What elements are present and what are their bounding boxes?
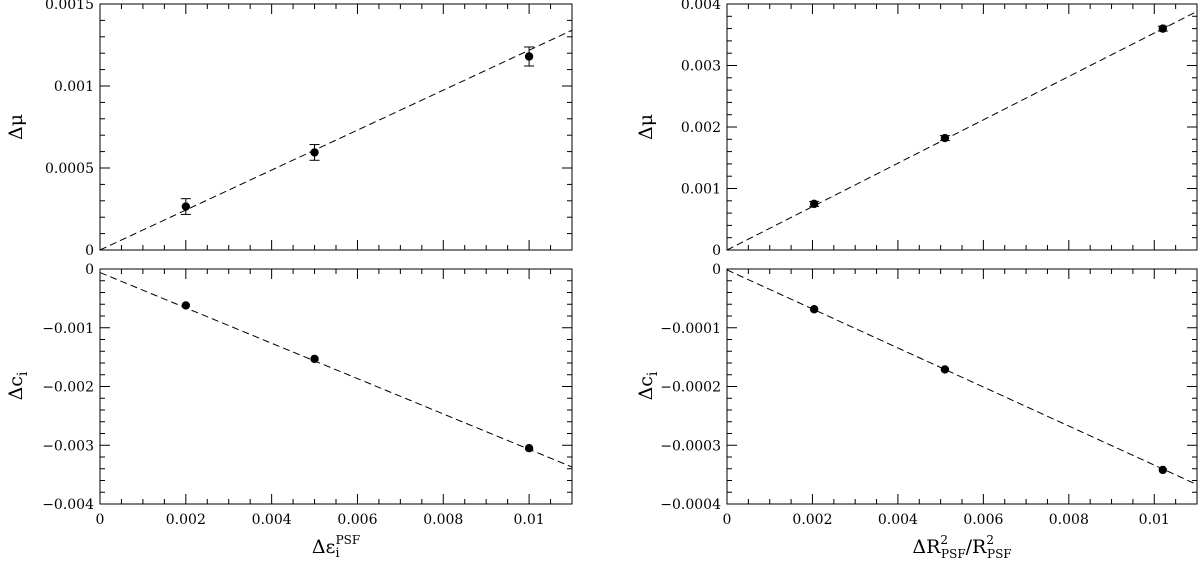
bottom-right-xtick-label: 0.006 bbox=[963, 512, 1003, 528]
bottom-right-xtick-label: 0.008 bbox=[1049, 512, 1089, 528]
bottom-right-fit-line bbox=[726, 269, 1198, 486]
left-xlabel: ΔεiPSF bbox=[312, 533, 360, 561]
top-right-ytick-label: 0 bbox=[712, 243, 721, 259]
top-right-ytick-label: 0.002 bbox=[681, 120, 721, 136]
top-right-ytick-label: 0.003 bbox=[681, 59, 721, 75]
bottom-left-ytick-label: −0.003 bbox=[42, 438, 94, 454]
bottom-right-data-point bbox=[809, 305, 819, 314]
bottom-left-fit-line bbox=[99, 272, 573, 468]
bottom-left-ytick-label: −0.002 bbox=[42, 380, 94, 396]
bottom-right-xtick-label: 0.004 bbox=[878, 512, 918, 528]
top-left-ytick-label: 0.001 bbox=[54, 79, 94, 95]
top-right-ylabel: Δμ bbox=[635, 114, 657, 140]
bottom-right-data-point bbox=[1158, 465, 1168, 475]
bottom-right-ytick-label: 0 bbox=[712, 262, 721, 278]
top-right-fit-line bbox=[726, 10, 1198, 251]
bottom-left-ytick-label: −0.001 bbox=[42, 321, 94, 337]
top-left-data-point bbox=[524, 52, 534, 61]
top-right-ytick-label: 0.004 bbox=[681, 0, 721, 13]
bottom-left-xtick-label: 0 bbox=[96, 512, 105, 528]
bottom-right-xtick-label: 0 bbox=[723, 512, 732, 528]
top-left-ytick-label: 0.0015 bbox=[45, 0, 94, 13]
bottom-right-data-point bbox=[940, 365, 950, 374]
right-xlabel: ΔR2 PSF/R2 PSF bbox=[912, 533, 1011, 561]
top-right-data-point bbox=[809, 199, 819, 209]
top-left-fit-line bbox=[99, 29, 573, 251]
top-right-frame bbox=[726, 3, 1198, 251]
top-left-data-point bbox=[310, 148, 319, 157]
bottom-right-ytick-label: −0.0002 bbox=[660, 380, 721, 396]
top-right-ytick-label: 0.001 bbox=[681, 182, 721, 198]
top-left-ytick-label: 0 bbox=[85, 243, 94, 259]
top-left-frame bbox=[99, 3, 573, 251]
bottom-left-xtick-label: 0.004 bbox=[252, 512, 292, 528]
top-left-ylabel: Δμ bbox=[5, 114, 27, 140]
bottom-right-xtick-label: 0.002 bbox=[792, 512, 832, 528]
bottom-right-xtick-label: 0.01 bbox=[1139, 512, 1170, 528]
bottom-left-data-point bbox=[524, 443, 534, 453]
top-right-data-point bbox=[940, 133, 950, 143]
top-left-data-point bbox=[181, 202, 191, 211]
bottom-right-ytick-label: −0.0003 bbox=[660, 438, 721, 454]
bottom-right-ylabel: Δci bbox=[635, 371, 661, 400]
bottom-right-ytick-label: −0.0001 bbox=[660, 321, 721, 337]
bottom-left-xtick-label: 0.01 bbox=[514, 512, 545, 528]
bottom-left-ytick-label: 0 bbox=[85, 262, 94, 278]
bottom-right-ytick-label: −0.0004 bbox=[660, 497, 721, 513]
plot-layer: 0 0.0005 0.001 0.0015 −0.004 −0.003 −0.002 −0.0… bbox=[42, 0, 1198, 528]
bottom-left-frame bbox=[99, 268, 573, 505]
bottom-left-xtick-label: 0.006 bbox=[337, 512, 377, 528]
bottom-left-ytick-label: −0.004 bbox=[42, 497, 94, 513]
bottom-right-frame bbox=[726, 268, 1198, 505]
top-left-ytick-label: 0.0005 bbox=[45, 161, 94, 177]
bottom-left-xtick-label: 0.002 bbox=[166, 512, 206, 528]
bottom-left-xtick-label: 0.008 bbox=[423, 512, 463, 528]
top-right-data-point bbox=[1158, 24, 1168, 33]
bottom-left-ylabel: Δci bbox=[5, 371, 31, 400]
bottom-left-data-point bbox=[181, 301, 191, 310]
bottom-left-data-point bbox=[310, 354, 319, 364]
